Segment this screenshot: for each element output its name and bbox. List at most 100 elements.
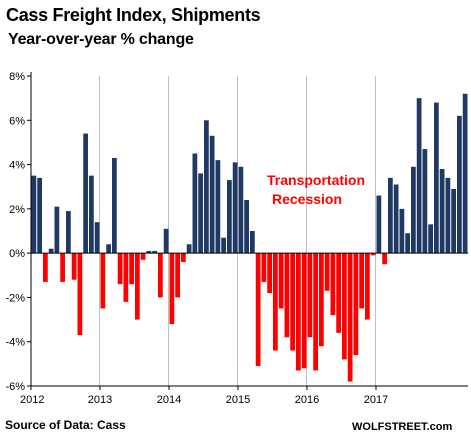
bar [37, 177, 42, 254]
bar [428, 224, 433, 254]
bar [175, 253, 180, 298]
x-axis-ticks: 2012 2013 2014 2015 2016 2017 [20, 386, 388, 406]
chart-subtitle: Year-over-year % change [8, 31, 194, 48]
y-tick-label: -2% [5, 292, 25, 304]
y-tick-label: 6% [9, 115, 25, 127]
bar [382, 253, 387, 265]
y-tick-label: 2% [9, 204, 25, 216]
bar [313, 253, 318, 371]
bar [221, 237, 226, 254]
bar [215, 160, 221, 254]
bar [106, 244, 111, 254]
x-tick-label: 2013 [88, 394, 112, 406]
bar [422, 149, 428, 254]
bar [388, 177, 393, 254]
bar [112, 157, 117, 254]
bar [31, 175, 37, 254]
bar [439, 169, 445, 254]
bar [66, 211, 71, 254]
bar [209, 135, 215, 254]
bar [376, 195, 382, 254]
bar [324, 253, 330, 291]
bar [278, 253, 284, 309]
chart-title: Cass Freight Index, Shipments [6, 5, 261, 25]
source-note: Source of Data: Cass [5, 418, 126, 432]
bar [232, 162, 238, 254]
bar [238, 166, 244, 254]
bar [198, 173, 203, 254]
bar [169, 253, 175, 324]
bar [284, 253, 290, 338]
bar [77, 253, 83, 336]
x-tick-label: 2012 [20, 394, 44, 406]
bar [204, 120, 209, 254]
bar [434, 102, 439, 254]
bar [370, 253, 376, 256]
bar [192, 153, 198, 254]
x-tick-label: 2015 [226, 394, 250, 406]
bar [319, 253, 324, 347]
bar [445, 177, 451, 254]
bar [152, 250, 157, 254]
bar [146, 250, 152, 254]
axes [30, 72, 468, 387]
y-axis-ticks: -6% -4% -2% 0% 2% 4% 6% 8% [5, 71, 31, 393]
x-tick-label: 2016 [295, 394, 319, 406]
bar [71, 253, 77, 280]
bar [129, 253, 134, 285]
bar [255, 253, 261, 367]
bar [261, 253, 267, 282]
bar [186, 244, 192, 254]
y-tick-label: -6% [5, 381, 25, 393]
bar [135, 253, 140, 320]
bar [365, 253, 370, 320]
bar [405, 233, 410, 254]
bar [457, 115, 462, 254]
bar [250, 231, 255, 254]
bar [43, 253, 48, 282]
bar [290, 253, 295, 351]
bar [462, 93, 468, 254]
y-tick-label: 4% [9, 160, 25, 172]
bar [163, 228, 169, 254]
bar [60, 253, 65, 282]
bar [336, 253, 341, 333]
y-tick-label: 8% [9, 71, 25, 83]
bar [140, 253, 146, 260]
bar [307, 253, 313, 338]
bar [83, 133, 88, 254]
bar [411, 166, 416, 254]
x-tick-label: 2014 [157, 394, 181, 406]
bar [100, 253, 106, 309]
bar [267, 253, 272, 293]
bar-series [31, 93, 468, 382]
bar [330, 253, 336, 316]
bar [353, 253, 359, 355]
watermark: WOLFSTREET.com [352, 421, 453, 433]
bar [347, 253, 353, 382]
bar [359, 253, 364, 309]
bar [244, 200, 249, 254]
bar [393, 184, 399, 254]
annotation-line-2: Recession [272, 191, 342, 207]
bar [181, 253, 186, 262]
bar [94, 222, 100, 254]
bar [227, 180, 232, 254]
bar [273, 253, 278, 351]
annotation-line-1: Transportation [267, 172, 365, 188]
bar [89, 175, 94, 254]
bar [451, 188, 456, 254]
bar [296, 253, 301, 371]
bar [301, 253, 307, 369]
y-tick-label: -4% [5, 337, 25, 349]
bar [48, 248, 54, 254]
bar [123, 253, 129, 302]
bar [342, 253, 347, 360]
bar [54, 206, 60, 254]
bar [399, 208, 405, 254]
bar [416, 98, 422, 254]
y-tick-label: 0% [9, 248, 25, 260]
bar [117, 253, 123, 285]
x-tick-label: 2017 [364, 394, 388, 406]
